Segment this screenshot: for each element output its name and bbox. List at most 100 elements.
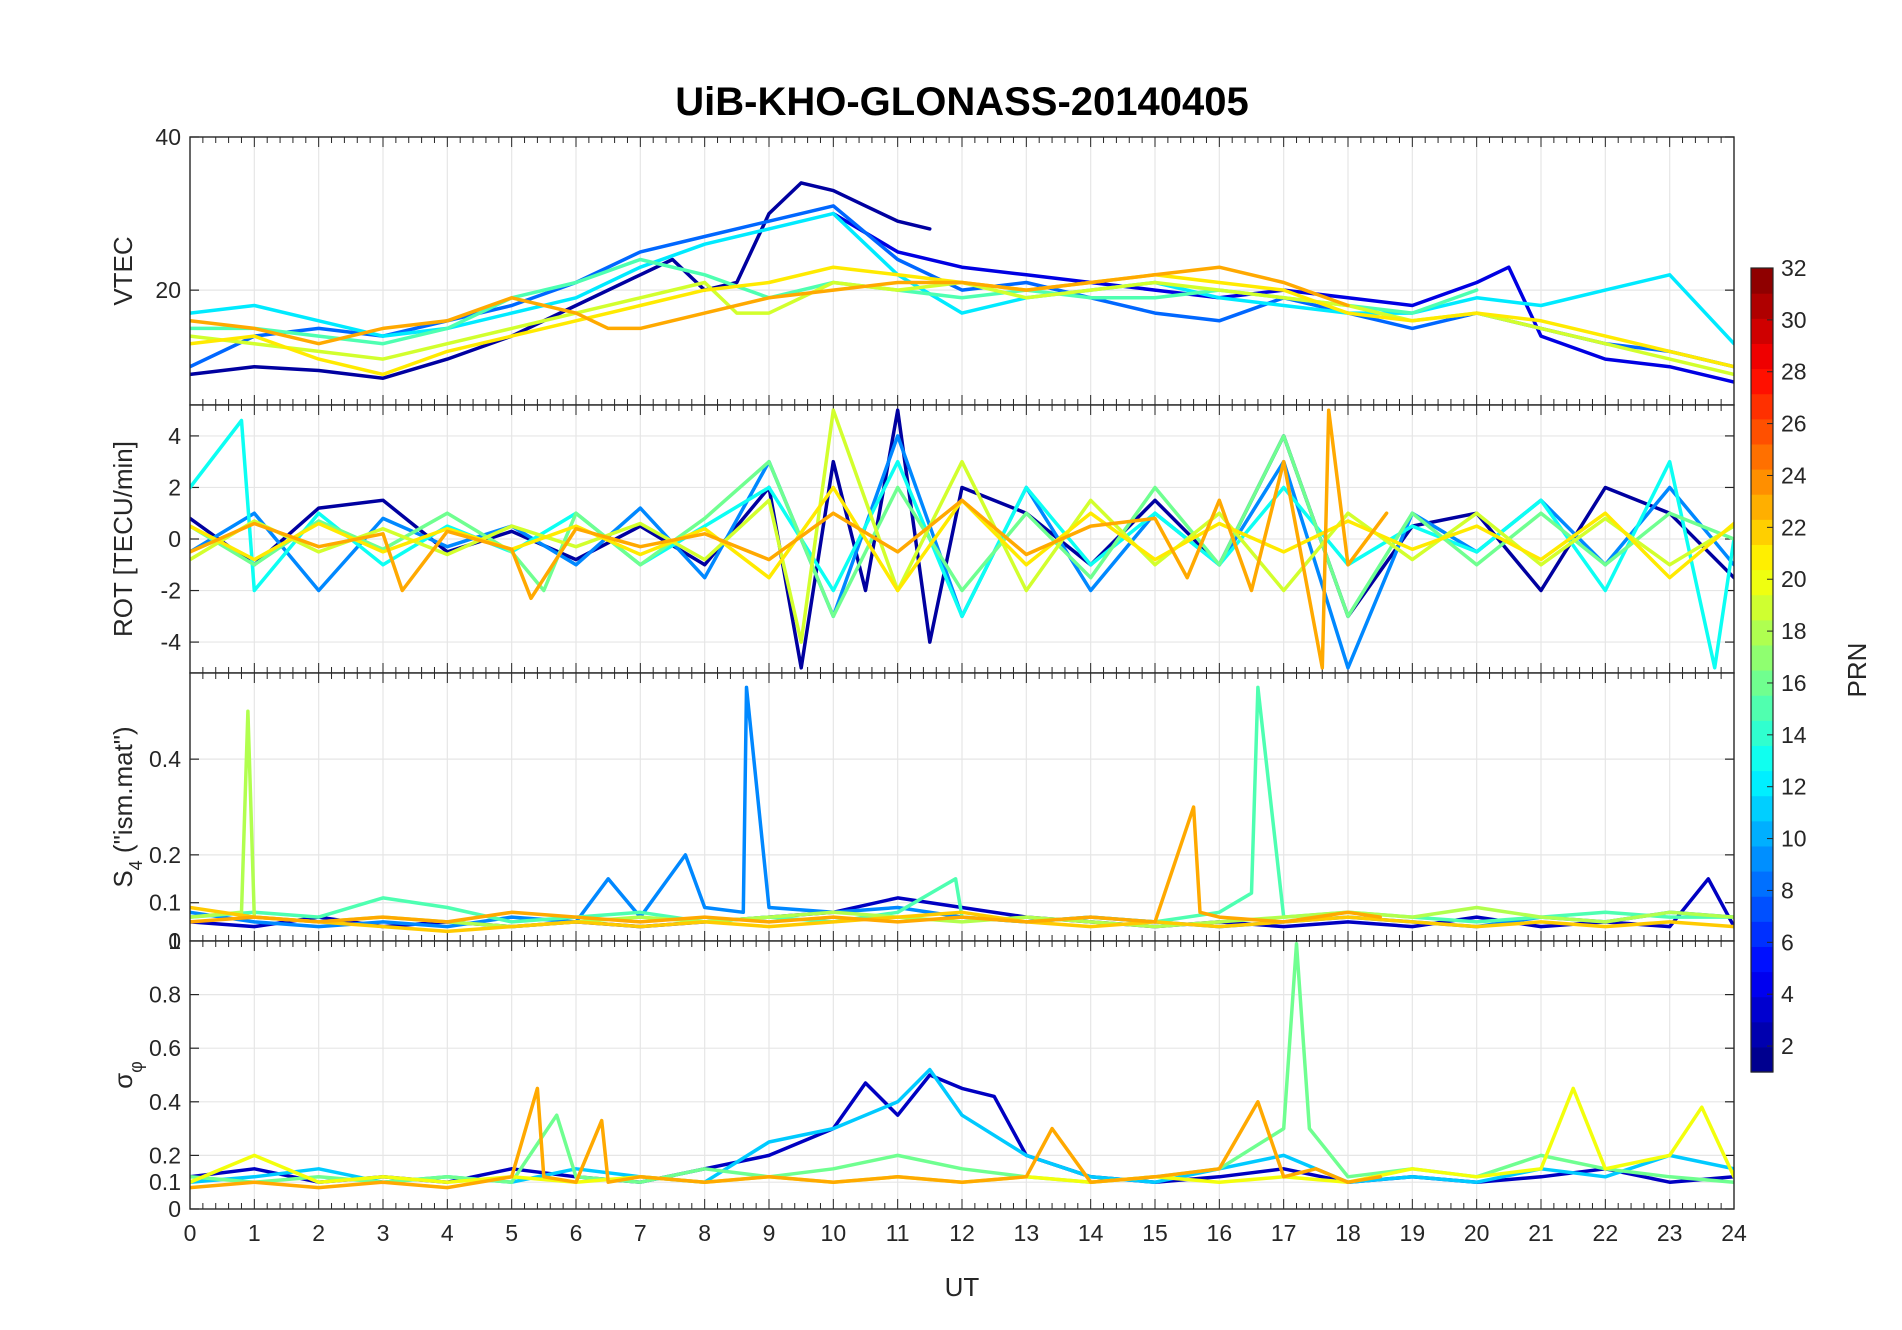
y-axis-label: ROT [TECU/min]	[108, 441, 138, 637]
series-line-prn-22	[190, 905, 1734, 934]
colorbar-tick-label: 6	[1781, 929, 1794, 955]
colorbar-segment	[1751, 519, 1773, 545]
x-axis: 0 1 2 3 4 5 6 7 8 9 10 11 12 13 14 15 16 17 18 19 20 21 22 23 24	[184, 1220, 1747, 1246]
colorbar-segment	[1751, 695, 1773, 721]
colorbar-tick-label: 28	[1781, 359, 1807, 385]
colorbar-segment	[1751, 745, 1773, 772]
series-line-prn-23	[190, 408, 1389, 670]
y-axis-label: S4 ("ism.mat")	[108, 726, 146, 887]
series-group	[190, 685, 1734, 934]
colorbar-segment	[1751, 1021, 1773, 1048]
series-group	[190, 408, 1734, 670]
y-tick-label: 0	[168, 526, 181, 552]
series-line-prn-23	[190, 265, 1350, 346]
y-tick-label: -2	[161, 578, 181, 604]
x-tick-label: 9	[763, 1220, 776, 1246]
x-tick-label: 13	[1014, 1220, 1040, 1246]
colorbar-tick-label: 4	[1781, 981, 1794, 1007]
colorbar-segment	[1751, 469, 1773, 495]
x-tick-label: 3	[377, 1220, 390, 1246]
colorbar-tick-label: 16	[1781, 670, 1807, 696]
x-tick-label: 5	[505, 1220, 518, 1246]
colorbar-tick-label: 14	[1781, 722, 1807, 748]
colorbar-segment	[1751, 795, 1773, 822]
colorbar-segment	[1751, 770, 1773, 797]
y-tick-label: 0.4	[149, 1089, 181, 1115]
colorbar-segment	[1751, 318, 1773, 344]
panel-rot: -4 -2 0 2 4 ROT [TECU/min]	[108, 404, 1735, 674]
y-tick-label: 0	[168, 928, 181, 954]
colorbar-tick-label: 12	[1781, 774, 1807, 800]
y-tick-label: 0.2	[149, 842, 181, 868]
colorbar-segment	[1751, 1046, 1773, 1073]
colorbar-segment	[1751, 946, 1773, 973]
x-tick-label: 15	[1142, 1220, 1168, 1246]
colorbar-segment	[1751, 343, 1773, 370]
x-tick-label: 21	[1528, 1220, 1554, 1246]
x-tick-label: 18	[1335, 1220, 1361, 1246]
colorbar-tick-label: 18	[1781, 618, 1807, 644]
colorbar-segment	[1751, 971, 1773, 998]
y-tick-label: 0.1	[149, 1169, 181, 1195]
x-tick-label: 6	[570, 1220, 583, 1246]
axes-box	[189, 940, 1735, 1210]
y-tick-label: 40	[155, 124, 181, 150]
colorbar-segment	[1751, 619, 1773, 646]
x-tick-label: 7	[634, 1220, 647, 1246]
colorbar-frame	[1750, 267, 1774, 1073]
y-tick-label: 0.8	[149, 982, 181, 1008]
colorbar-segment	[1751, 443, 1773, 470]
series-group	[190, 181, 1734, 384]
y-tick-label: -4	[161, 629, 182, 655]
x-tick-label: 24	[1721, 1220, 1747, 1246]
colorbar-tick-label: 10	[1781, 826, 1807, 852]
x-axis-label: UT	[945, 1272, 980, 1302]
x-tick-label: 11	[886, 1220, 910, 1246]
x-tick-label: 20	[1464, 1220, 1490, 1246]
colorbar-segment	[1751, 393, 1773, 420]
chart-title: UiB-KHO-GLONASS-20140405	[675, 80, 1249, 124]
colorbar-segment	[1751, 670, 1773, 696]
x-tick-label: 8	[698, 1220, 711, 1246]
colorbar-segment	[1751, 820, 1773, 847]
x-tick-label: 19	[1400, 1220, 1426, 1246]
series-line-prn-23	[190, 805, 1382, 924]
x-tick-label: 22	[1593, 1220, 1619, 1246]
x-tick-label: 4	[441, 1220, 454, 1246]
y-tick-label: 4	[168, 423, 181, 449]
colorbar-tick-label: 8	[1781, 877, 1794, 903]
series-line-prn-16	[190, 434, 1734, 619]
y-tick-label: 0.6	[149, 1035, 181, 1061]
colorbar-segment	[1751, 921, 1773, 947]
colorbar-segment	[1751, 544, 1773, 571]
colorbar-segment	[1751, 293, 1773, 319]
colorbar-segment	[1751, 494, 1773, 520]
y-tick-label: 20	[155, 277, 181, 303]
y-tick-label: 1	[168, 928, 181, 954]
y-axis-label: VTEC	[108, 236, 138, 305]
series-line-prn-23	[190, 1086, 1382, 1190]
x-tick-label: 10	[821, 1220, 847, 1246]
colorbar-tick-label: 20	[1781, 566, 1807, 592]
series-group	[190, 941, 1734, 1190]
x-tick-label: 0	[184, 1220, 197, 1246]
colorbar-segment	[1751, 720, 1773, 746]
colorbar-segment	[1751, 644, 1773, 671]
colorbar-segment	[1751, 418, 1773, 445]
x-tick-label: 16	[1207, 1220, 1233, 1246]
colorbar-segment	[1751, 871, 1773, 897]
x-tick-label: 2	[312, 1220, 325, 1246]
colorbar-segment	[1751, 896, 1773, 922]
y-tick-label: 0.1	[149, 890, 181, 916]
y-tick-label: 0	[168, 1196, 181, 1222]
colorbar-tick-label: 32	[1781, 255, 1807, 281]
colorbar-tick-label: 22	[1781, 514, 1807, 540]
y-tick-label: 0.2	[149, 1142, 181, 1168]
x-tick-label: 1	[248, 1220, 261, 1246]
colorbar-segment	[1751, 368, 1773, 395]
x-tick-label: 23	[1657, 1220, 1683, 1246]
panel-vtec: 20 40 VTEC	[108, 124, 1735, 406]
colorbar-tick-label: 2	[1781, 1033, 1794, 1059]
